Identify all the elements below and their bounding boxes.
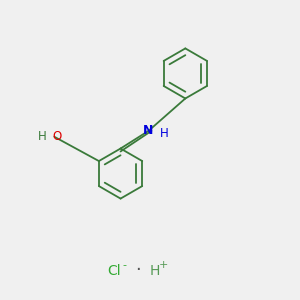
Text: ·: · [135,261,141,279]
Text: N: N [143,124,154,137]
Text: O: O [53,130,62,143]
Text: +: + [159,260,168,270]
Text: H: H [38,130,47,143]
Text: H: H [160,127,169,140]
Text: Cl: Cl [107,264,121,278]
Text: -: - [122,260,126,270]
Text: H: H [149,264,160,278]
